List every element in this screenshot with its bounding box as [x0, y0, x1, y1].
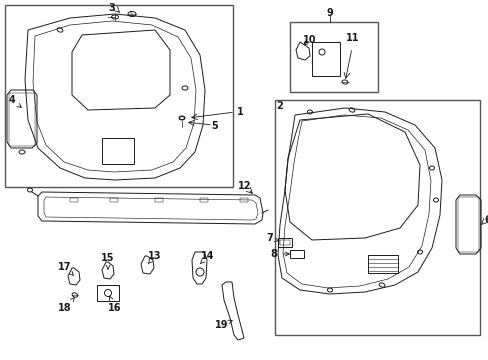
Bar — [70, 198, 78, 202]
Text: 8: 8 — [270, 249, 289, 259]
Bar — [289, 250, 304, 258]
Text: 3: 3 — [108, 3, 115, 13]
Bar — [311, 42, 339, 76]
Text: 19: 19 — [215, 320, 232, 330]
Text: 16: 16 — [108, 296, 122, 313]
Text: 14: 14 — [200, 251, 214, 264]
Bar — [367, 255, 397, 273]
Text: 9: 9 — [326, 8, 333, 18]
Text: 1: 1 — [237, 107, 243, 117]
Bar — [289, 22, 377, 92]
Bar — [274, 100, 479, 335]
Bar — [97, 285, 119, 301]
Bar — [5, 5, 232, 187]
Bar — [200, 198, 207, 202]
Bar — [9, 93, 35, 146]
Text: 17: 17 — [58, 262, 73, 275]
Bar — [278, 238, 291, 247]
Text: 6: 6 — [483, 215, 488, 225]
Bar — [280, 240, 289, 245]
Text: 11: 11 — [346, 33, 359, 43]
Text: 5: 5 — [211, 121, 218, 131]
Text: 12: 12 — [238, 181, 251, 191]
Text: 10: 10 — [303, 35, 316, 45]
Bar — [155, 198, 163, 202]
Bar — [102, 138, 134, 164]
Text: 13: 13 — [148, 251, 162, 264]
Text: 15: 15 — [101, 253, 115, 269]
Bar — [240, 198, 247, 202]
Bar — [110, 198, 118, 202]
Text: 18: 18 — [58, 298, 74, 313]
Text: 2: 2 — [276, 101, 283, 111]
Text: 4: 4 — [9, 95, 21, 107]
Bar — [457, 197, 478, 252]
Text: 7: 7 — [266, 233, 278, 243]
